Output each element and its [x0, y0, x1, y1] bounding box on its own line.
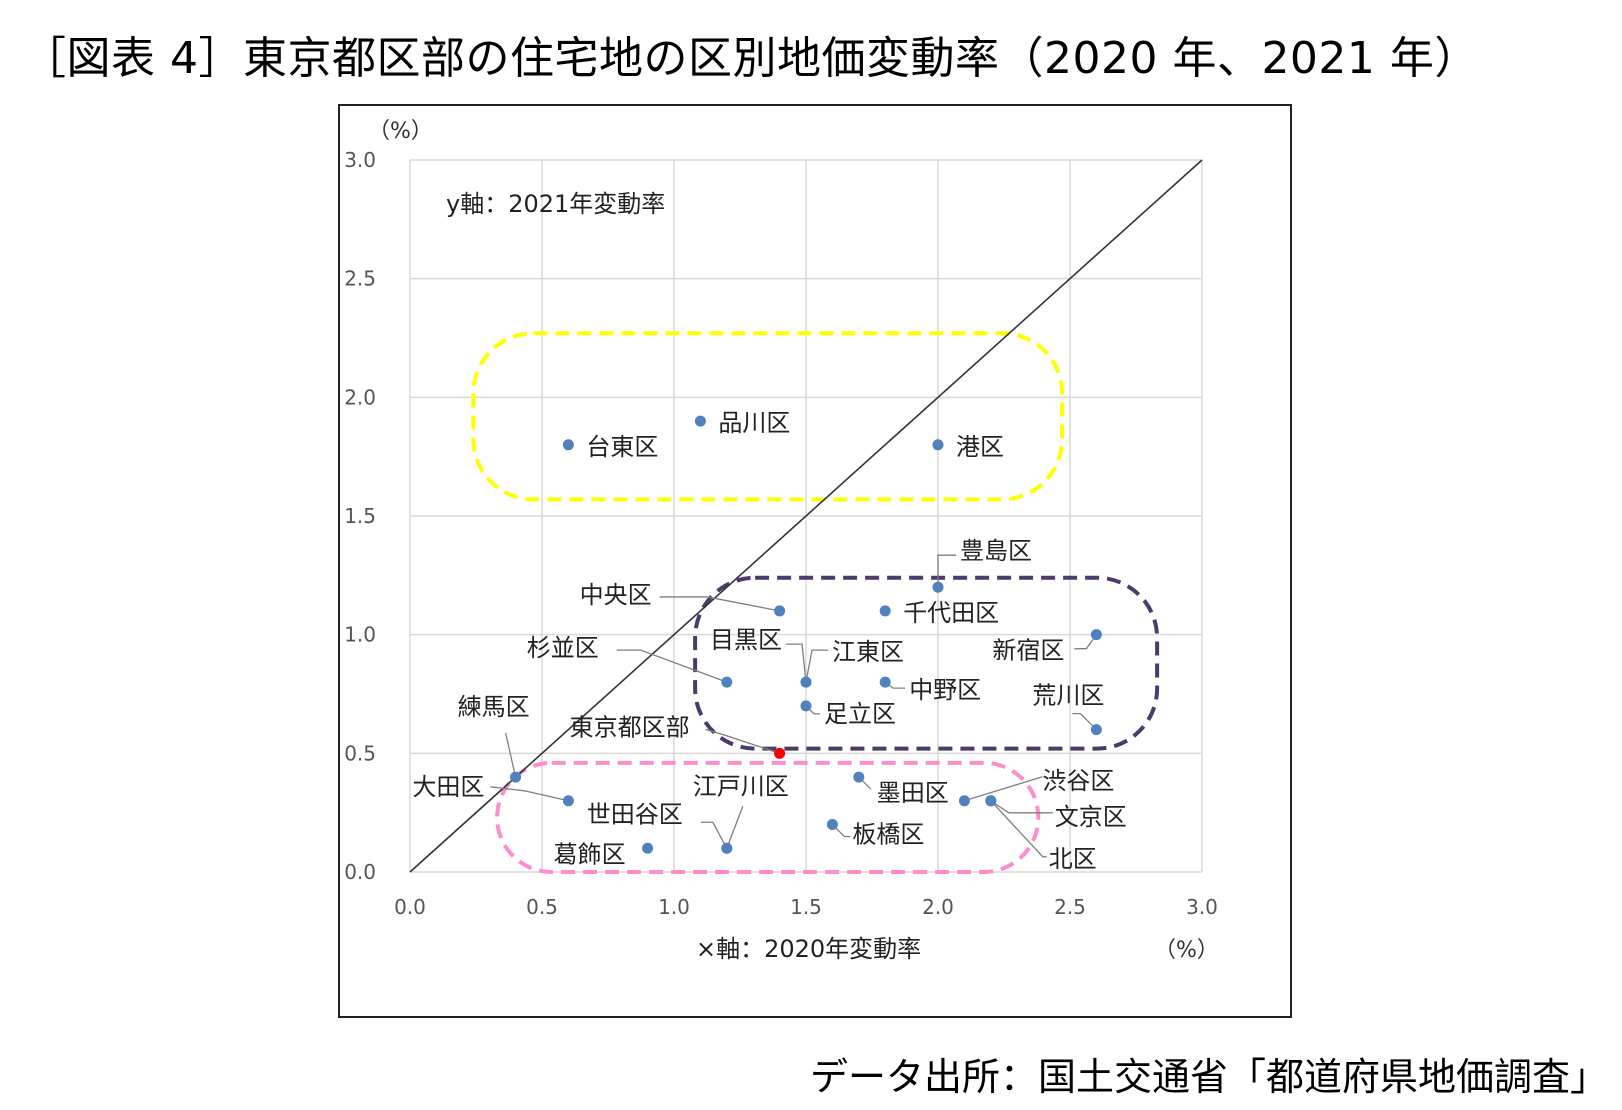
leader-line [490, 786, 569, 802]
point-label: 新宿区 [992, 637, 1064, 665]
y-tick-label: 1.5 [344, 504, 376, 528]
leader-line [990, 800, 1047, 858]
point-label: 大田区 [412, 773, 484, 801]
data-point [721, 842, 733, 854]
reference-line [409, 159, 1203, 873]
chart-frame [338, 104, 1292, 1018]
point-label: 渋谷区 [1042, 767, 1114, 795]
x-tick-label: 2.0 [922, 895, 954, 919]
point-label: 品川区 [718, 409, 790, 437]
leader-line [786, 643, 807, 683]
point-label: 練馬区 [458, 693, 530, 721]
leader-line [805, 649, 828, 683]
leader-lines [490, 554, 1097, 858]
point-label: 北区 [1049, 845, 1097, 873]
data-point [642, 842, 654, 854]
point-label: 文京区 [1055, 803, 1127, 831]
y-tick-label: 1.0 [344, 623, 376, 647]
reference-line-layer [409, 159, 1203, 873]
y-tick-label: 0.0 [344, 860, 376, 884]
data-point [721, 676, 733, 688]
y-tick-label: 2.0 [344, 385, 376, 409]
y-tick-label: 2.5 [344, 267, 376, 291]
y-tick-label: 0.5 [344, 741, 376, 765]
x-tick-label: 3.0 [1186, 895, 1218, 919]
leader-line [659, 596, 780, 612]
data-point [562, 439, 574, 451]
data-point [932, 581, 944, 593]
y-unit-label: （%） [368, 119, 433, 144]
data-point [800, 676, 812, 688]
leader-line [937, 554, 956, 588]
source-note: データ出所：国土交通省「都道府県地価調査」 [809, 1055, 1608, 1099]
data-point [1090, 629, 1102, 641]
group-outlines [471, 331, 1160, 874]
point-label: 葛飾区 [554, 840, 626, 868]
y-tick-label: 3.0 [344, 148, 376, 172]
x-unit-label: （%） [1154, 938, 1219, 963]
leader-line [990, 800, 1053, 814]
x-tick-label: 2.5 [1054, 895, 1086, 919]
point-label: 豊島区 [960, 537, 1032, 565]
point-label: 中野区 [909, 676, 981, 704]
group-outline-pink [495, 760, 1041, 874]
leader-line [1072, 712, 1097, 731]
data-point [853, 771, 865, 783]
data-point [879, 605, 891, 617]
data-point [932, 439, 944, 451]
x-tick-label: 1.0 [658, 895, 690, 919]
leader-line [964, 776, 1043, 802]
point-label: 板橋区 [852, 821, 924, 849]
point-label: 港区 [956, 433, 1004, 461]
data-point [1090, 724, 1102, 736]
point-label: 千代田区 [903, 599, 999, 627]
leader-line [1074, 634, 1097, 650]
point-label: 足立区 [824, 700, 896, 728]
data-point [958, 795, 970, 807]
leader-line [700, 821, 728, 849]
point-label: 荒川区 [1032, 682, 1104, 710]
point-label: 中央区 [580, 581, 652, 609]
leader-line [831, 824, 851, 838]
x-axis-label: ×軸：2020年変動率 [696, 935, 921, 963]
point-label: 杉並区 [527, 634, 599, 662]
point-label: 墨田区 [877, 779, 949, 807]
point-label: 世田谷区 [587, 800, 683, 828]
group-outline-yellow [471, 331, 1065, 502]
point-label: 東京都区部 [570, 713, 690, 741]
x-tick-label: 0.0 [394, 895, 426, 919]
data-point [985, 795, 997, 807]
page-title: ［図表 4］東京都区部の住宅地の区別地価変動率（2020 年、2021 年） [22, 33, 1479, 84]
leader-line [705, 728, 780, 754]
point-label: 台東区 [586, 433, 658, 461]
x-tick-label: 0.5 [526, 895, 558, 919]
data-point [562, 795, 574, 807]
leader-line [616, 649, 728, 683]
point-label: 目黒区 [710, 626, 782, 654]
data-point [694, 415, 706, 427]
group-outline-purple [693, 575, 1160, 751]
y-axis-label: y軸：2021年変動率 [446, 190, 665, 218]
x-tick-label: 1.5 [790, 895, 822, 919]
data-point [774, 605, 786, 617]
leader-line [504, 732, 517, 778]
data-points [510, 415, 1102, 854]
point-label: 江東区 [832, 638, 904, 666]
leader-line [726, 806, 744, 849]
point-label: 江戸川区 [693, 772, 789, 800]
axis-ticks: 0.0 0.5 1.0 1.5 2.0 2.5 3.0 0.0 0.5 1.0 1.5 2.0 2.5 3… [344, 148, 1218, 919]
highlight-point [774, 747, 786, 759]
data-point [800, 700, 812, 712]
data-point [510, 771, 522, 783]
scatter-chart: 0.0 0.5 1.0 1.5 2.0 2.5 3.0 0.0 0.5 1.0 1.5 2.0 2.5 3… [344, 119, 1219, 963]
data-point [879, 676, 891, 688]
data-point [826, 819, 838, 831]
